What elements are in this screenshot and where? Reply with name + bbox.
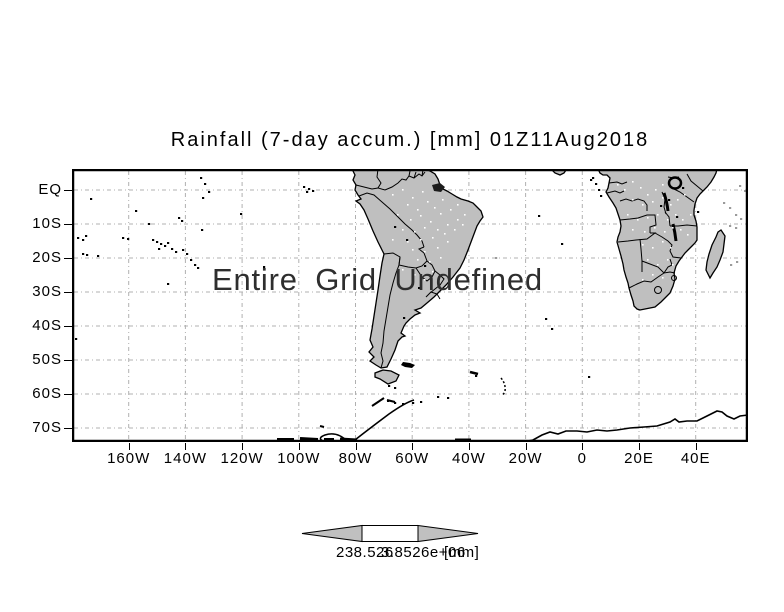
colorbar-max-label: 3.8526e+06 bbox=[381, 544, 466, 561]
antarctica-coastline bbox=[522, 410, 749, 443]
lon-tick-label: 20E bbox=[624, 450, 654, 467]
lon-tick-label: 120W bbox=[220, 450, 264, 467]
colorbar-units-label: [mm] bbox=[444, 544, 480, 561]
country-borders-south-america bbox=[355, 168, 445, 369]
lat-tick-label: EQ bbox=[38, 181, 62, 198]
africa-landmass bbox=[596, 168, 718, 311]
country-borders-africa bbox=[606, 173, 704, 294]
lat-tick-mark bbox=[64, 224, 72, 225]
lat-tick-label: 40S bbox=[32, 317, 62, 334]
south-america-landmass bbox=[350, 168, 484, 369]
swaziland-border bbox=[671, 275, 677, 281]
lesotho-border bbox=[654, 286, 662, 294]
gridlines bbox=[74, 171, 746, 440]
colorbar-min-label: 238.526 bbox=[336, 544, 394, 561]
lat-tick-label: 20S bbox=[32, 249, 62, 266]
lon-tick-mark bbox=[242, 443, 244, 450]
lat-tick-label: 10S bbox=[32, 215, 62, 232]
river-speckles bbox=[392, 181, 692, 281]
lon-tick-label: 160W bbox=[107, 450, 151, 467]
lat-tick-label: 70S bbox=[32, 419, 62, 436]
island-specks bbox=[75, 177, 747, 405]
south-sandwich-islands bbox=[500, 377, 506, 396]
antarctic-peninsula bbox=[277, 397, 471, 443]
lat-tick-mark bbox=[64, 394, 72, 395]
amazon-mouth bbox=[432, 183, 445, 192]
lat-tick-label: 50S bbox=[32, 351, 62, 368]
undefined-grid-message: Entire Grid Undefined bbox=[212, 262, 543, 297]
lat-tick-mark bbox=[64, 428, 72, 429]
colorbar-mid-segment bbox=[361, 525, 419, 542]
lon-tick-label: 0 bbox=[577, 450, 587, 467]
lon-tick-mark bbox=[128, 443, 130, 450]
lake-tanganyika bbox=[662, 192, 670, 212]
lon-tick-mark bbox=[639, 443, 640, 450]
lon-tick-mark bbox=[355, 443, 357, 450]
lon-tick-mark bbox=[185, 443, 187, 450]
lat-tick-mark bbox=[64, 292, 72, 293]
colorbar bbox=[301, 524, 479, 543]
lat-tick-mark bbox=[64, 190, 72, 191]
lon-tick-label: 140W bbox=[163, 450, 207, 467]
lon-tick-label: 80W bbox=[338, 450, 373, 467]
lon-tick-label: 40E bbox=[680, 450, 711, 467]
lon-tick-mark bbox=[582, 443, 584, 450]
lat-tick-mark bbox=[64, 360, 72, 361]
map-plot-area bbox=[71, 168, 749, 443]
lat-tick-label: 60S bbox=[32, 385, 62, 402]
map-canvas bbox=[71, 168, 749, 443]
lon-tick-label: 100W bbox=[277, 450, 321, 467]
lake-victoria bbox=[667, 176, 683, 190]
lat-tick-mark bbox=[64, 326, 72, 327]
map-frame bbox=[71, 168, 749, 443]
madagascar-island bbox=[705, 229, 726, 280]
lon-tick-mark bbox=[468, 443, 470, 450]
south-georgia-island bbox=[469, 370, 479, 376]
plot-title: Rainfall (7-day accum.) [mm] 01Z11Aug201… bbox=[170, 129, 650, 151]
lon-tick-label: 20W bbox=[508, 450, 543, 467]
lon-tick-label: 40W bbox=[451, 450, 486, 467]
falkland-islands bbox=[401, 362, 415, 368]
lake-malawi bbox=[671, 223, 678, 242]
colorbar-left-arrow bbox=[301, 524, 363, 543]
lon-tick-mark bbox=[525, 443, 527, 450]
colorbar-right-arrow bbox=[417, 524, 479, 543]
lat-tick-label: 30S bbox=[32, 283, 62, 300]
tierra-del-fuego-island bbox=[374, 369, 400, 385]
lon-tick-mark bbox=[412, 443, 414, 450]
lon-tick-mark bbox=[695, 443, 697, 450]
lon-tick-label: 60W bbox=[395, 450, 430, 467]
lon-tick-mark bbox=[298, 443, 300, 450]
lat-tick-mark bbox=[64, 258, 72, 259]
